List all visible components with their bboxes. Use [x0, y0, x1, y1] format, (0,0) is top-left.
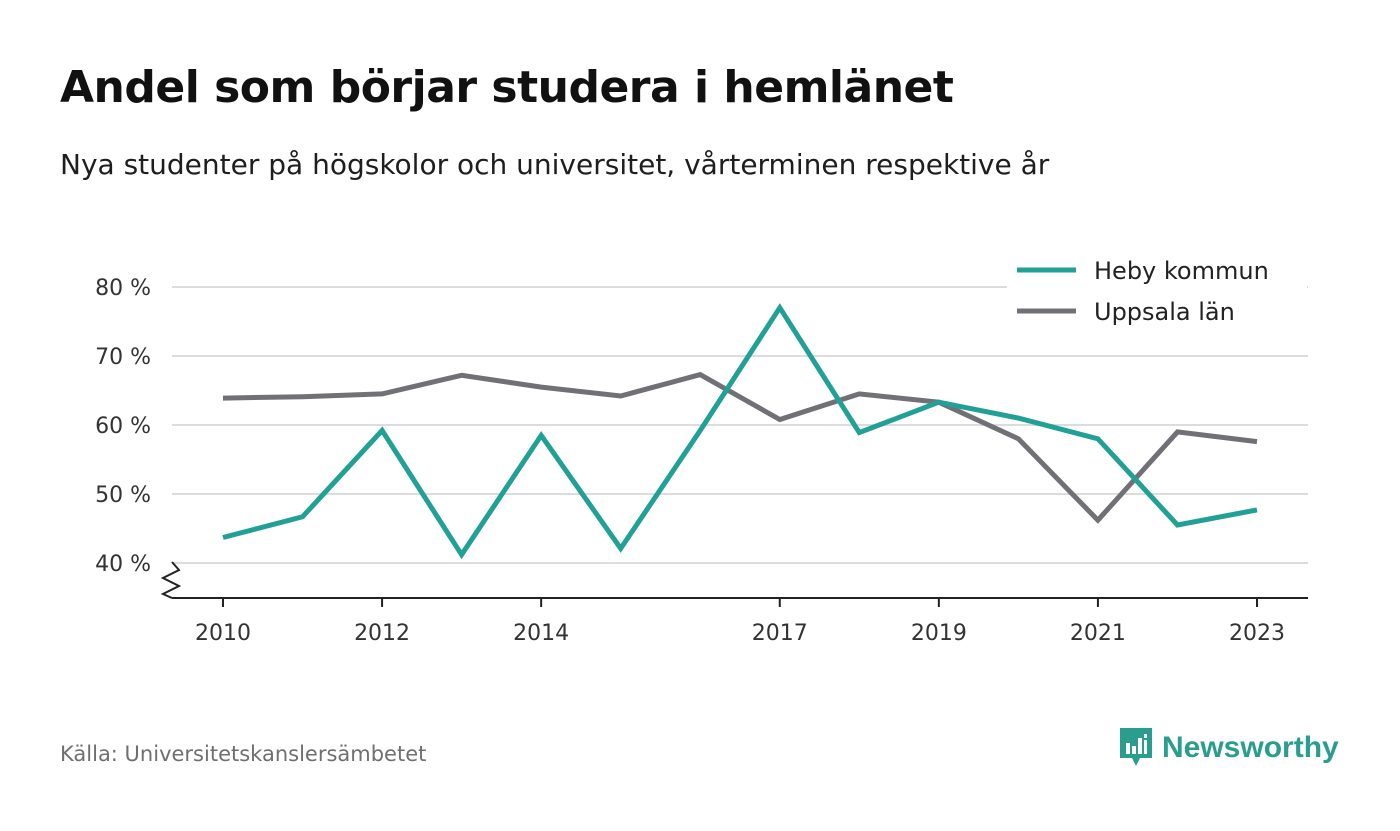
y-tick-label: 60 %: [95, 414, 151, 439]
y-tick-label: 80 %: [95, 276, 151, 301]
x-axis: [160, 561, 1308, 599]
x-tick-label: 2014: [513, 621, 569, 646]
y-tick-label: 40 %: [95, 552, 151, 577]
legend-label: Uppsala län: [1094, 298, 1235, 326]
source-note: Källa: Universitetskanslersämbetet: [60, 742, 427, 766]
series-lines: [222, 303, 1258, 560]
x-tick-label: 2021: [1070, 621, 1126, 646]
x-tick-label: 2012: [354, 621, 410, 646]
brand-logo: Newsworthy: [1118, 726, 1339, 770]
y-tick-label: 70 %: [95, 345, 151, 370]
legend: Heby kommun Uppsala län: [1007, 250, 1307, 336]
x-axis-ticks: 2010 2012 2014 2017 2019 2021 2023: [195, 598, 1285, 646]
axis-break-icon: [160, 561, 182, 599]
chart-title: Andel som börjar studera i hemlänet: [60, 62, 954, 113]
legend-label: Heby kommun: [1094, 257, 1269, 285]
series-line-heby-kommun: [222, 303, 1258, 560]
legend-background: [1007, 250, 1307, 336]
x-tick-label: 2010: [195, 621, 251, 646]
brand-name: Newsworthy: [1162, 731, 1339, 764]
x-tick-label: 2017: [752, 621, 808, 646]
chart-subtitle: Nya studenter på högskolor och universit…: [60, 148, 1050, 181]
y-axis-ticks: 40 % 50 % 60 % 70 % 80 %: [95, 276, 151, 577]
series-line-uppsala-län: [222, 371, 1258, 524]
y-tick-label: 50 %: [95, 483, 151, 508]
x-tick-label: 2023: [1229, 621, 1285, 646]
newsworthy-logo-icon: [1120, 728, 1152, 766]
x-tick-label: 2019: [911, 621, 967, 646]
